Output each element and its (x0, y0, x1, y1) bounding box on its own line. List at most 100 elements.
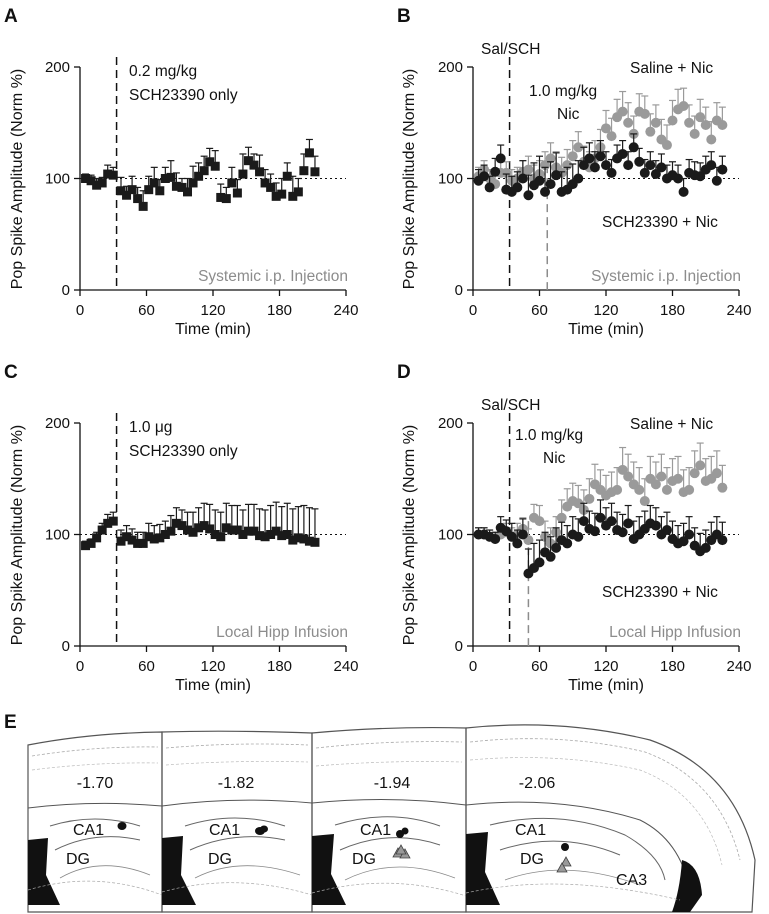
x-ticks-c: 0 60 120 180 240 (76, 646, 359, 675)
data-point (584, 153, 594, 163)
series-1 (474, 500, 728, 579)
nic-label: Nic (557, 106, 580, 123)
data-point (717, 120, 727, 130)
ca1-label: CA1 (209, 822, 240, 839)
x-ticks-a: 0 60 120 180 240 (76, 290, 359, 319)
data-point (645, 127, 655, 137)
nic-label: Nic (543, 450, 566, 467)
data-point (109, 171, 118, 180)
x-axis-title-b: Time (min) (568, 321, 644, 338)
data-point (128, 185, 137, 194)
dose-label: 0.2 mg/kg (129, 63, 197, 80)
data-point (512, 538, 522, 548)
data-point (612, 485, 622, 495)
y-tick-label: 200 (438, 415, 463, 432)
y-axis-title-d: Pop Spike Amplitude (Norm %) (401, 425, 418, 646)
data-point (139, 202, 148, 211)
atlas-level-label: -1.94 (374, 775, 411, 792)
panel-e-atlas: E -1.70 CA1 DG - (4, 712, 755, 912)
dg-label: DG (352, 851, 376, 868)
x-tick-label: 0 (469, 302, 477, 319)
data-point (618, 149, 628, 159)
data-point (629, 142, 639, 152)
data-point (645, 160, 655, 170)
electrode-site-marker (118, 822, 127, 830)
data-point (662, 525, 672, 535)
ca1-label: CA1 (73, 822, 104, 839)
x-tick-label: 180 (267, 302, 292, 319)
legend-sch-nic: SCH23390 + Nic (602, 214, 718, 231)
data-point (98, 178, 107, 187)
data-point (485, 182, 495, 192)
x-axis-title-c: Time (min) (175, 677, 251, 694)
data-point (717, 483, 727, 493)
data-point (216, 532, 225, 541)
data-point (568, 151, 578, 161)
y-ticks-b: 0100200 (438, 59, 473, 299)
data-point (535, 176, 545, 186)
nic-dose-label: 1.0 mg/kg (515, 427, 583, 444)
data-point (684, 485, 694, 495)
data-point (590, 526, 600, 536)
y-tick-label: 100 (45, 171, 70, 188)
data-point (584, 494, 594, 504)
electrode-site-marker (402, 828, 409, 835)
data-point (490, 534, 500, 544)
x-tick-label: 60 (138, 302, 155, 319)
x-tick-label: 240 (333, 658, 358, 675)
x-ticks-d: 0 60 120 180 240 (469, 646, 752, 675)
x-tick-label: 240 (726, 658, 751, 675)
data-point (712, 468, 722, 478)
x-tick-label: 120 (200, 302, 225, 319)
x-tick-label: 180 (660, 658, 685, 675)
marks-b (474, 88, 728, 200)
data-point (673, 474, 683, 484)
data-point (706, 134, 716, 144)
electrode-site-marker (260, 826, 268, 833)
data-point (662, 485, 672, 495)
atlas-section-2: -1.82 CA1 DG (162, 731, 312, 912)
data-point (490, 167, 500, 177)
dg-label: DG (520, 851, 544, 868)
data-point (266, 183, 275, 192)
y-ticks-d: 0100200 (438, 415, 473, 655)
x-tick-label: 0 (76, 302, 84, 319)
data-point (200, 166, 209, 175)
data-point (573, 174, 583, 184)
data-point (717, 535, 727, 545)
y-axis-title-c: Pop Spike Amplitude (Norm %) (9, 425, 26, 646)
data-point (695, 460, 705, 470)
marks-d (474, 443, 728, 578)
data-point (92, 533, 101, 542)
atlas-level-label: -1.82 (218, 775, 255, 792)
x-tick-label: 0 (469, 658, 477, 675)
atlas-section-4: -2.06 CA1 DG CA3 (466, 725, 755, 912)
panel-letter-d: D (397, 362, 411, 383)
panel-letter-c: C (4, 362, 18, 383)
x-tick-label: 240 (333, 302, 358, 319)
data-point (634, 485, 644, 495)
data-point (690, 129, 700, 139)
atlas-section-1: -1.70 CA1 DG (28, 732, 162, 912)
x-tick-label: 180 (267, 658, 292, 675)
data-point (166, 173, 175, 182)
y-ticks-c: 0100200 (45, 415, 80, 655)
x-tick-label: 120 (593, 658, 618, 675)
data-point (518, 530, 528, 540)
data-point (512, 182, 522, 192)
legend-saline-nic: Saline + Nic (630, 60, 713, 77)
data-point (595, 151, 605, 161)
data-point (546, 179, 556, 189)
x-tick-label: 0 (76, 658, 84, 675)
legend-sch-nic: SCH23390 + Nic (602, 584, 718, 601)
data-point (656, 472, 666, 482)
x-tick-label: 120 (200, 658, 225, 675)
y-tick-label: 0 (62, 638, 70, 655)
x-tick-label: 240 (726, 302, 751, 319)
data-point (623, 160, 633, 170)
drug-label: SCH23390 only (129, 443, 238, 460)
y-ticks-a: 0100200 (45, 59, 80, 299)
event-label-sal-sch: Sal/SCH (481, 397, 540, 414)
panel-d: D Pop Spike Amplitude (Norm %) 0 100 200 0… (397, 362, 752, 694)
